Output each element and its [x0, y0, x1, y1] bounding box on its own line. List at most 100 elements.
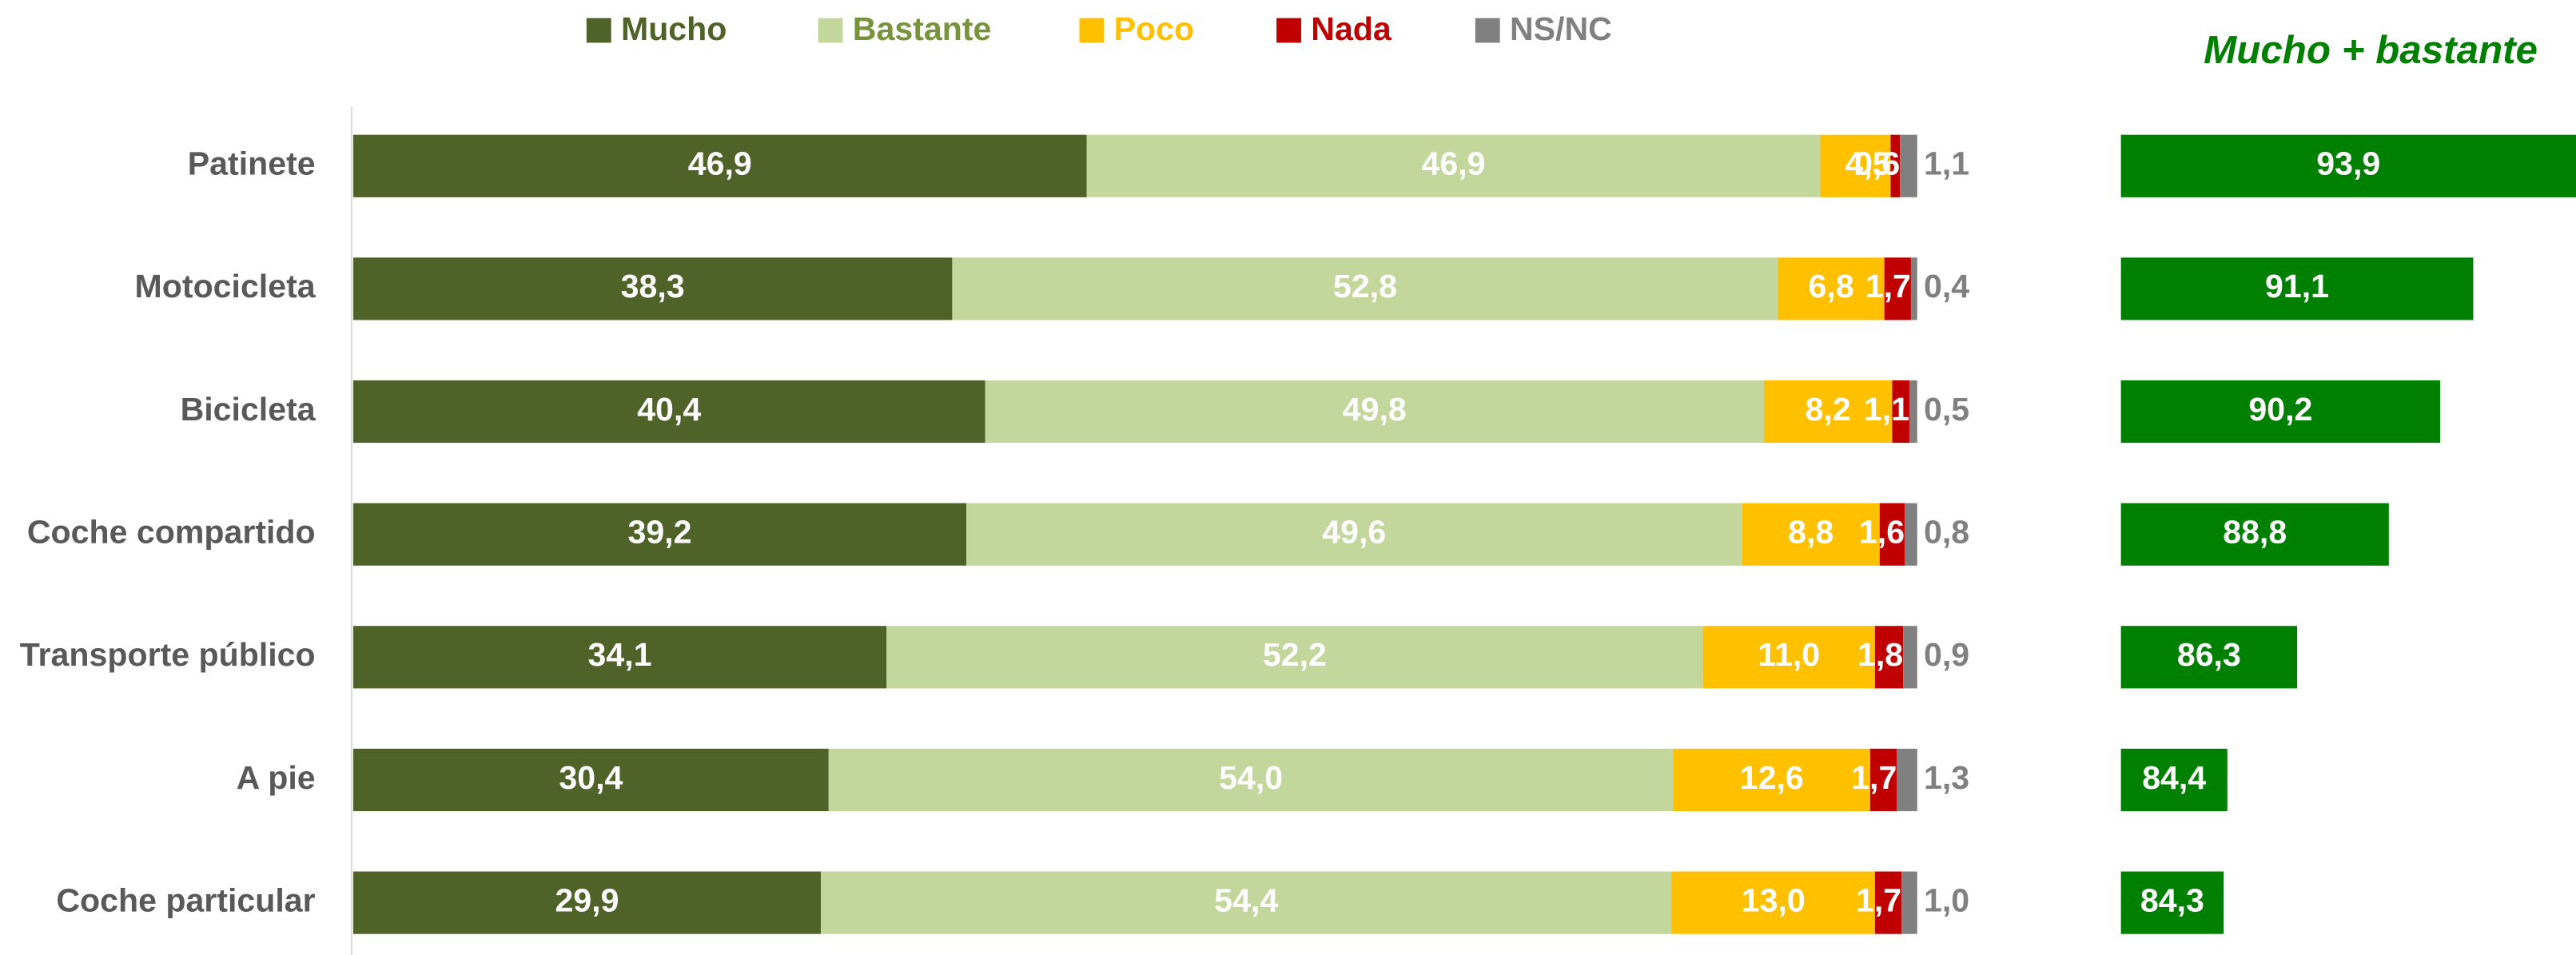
- value-label: 49,8: [1343, 391, 1407, 428]
- bar-segment: [952, 257, 1778, 320]
- value-label: 91,1: [2265, 268, 2329, 304]
- value-label: 0,4: [1924, 268, 1969, 304]
- bar: [2120, 380, 2441, 444]
- legend-swatch: [818, 18, 843, 43]
- bar-segment: [1879, 503, 1905, 566]
- bar: [2120, 748, 2228, 812]
- value-label: 1,0: [1924, 881, 1969, 918]
- value-label: 39,2: [627, 514, 691, 551]
- value-label: 84,4: [2142, 759, 2206, 796]
- bar-segment: [1910, 257, 1917, 320]
- value-label: 0,9: [1924, 636, 1969, 673]
- bar-segment: [1671, 871, 1875, 934]
- value-label: 13,0: [1742, 881, 1806, 918]
- value-label: 1,1: [1864, 391, 1909, 428]
- value-label: 1,7: [1856, 881, 1901, 918]
- bar-segment: [1874, 626, 1904, 689]
- legend-label: NS/NC: [1510, 10, 1612, 47]
- value-label: 0,8: [1924, 514, 1969, 551]
- value-label: 8,2: [1806, 391, 1851, 428]
- value-label: 54,0: [1219, 759, 1283, 796]
- bar-segment: [1742, 503, 1880, 566]
- bar: [2120, 626, 2298, 689]
- bar-segment: [352, 626, 887, 689]
- bar-segment: [1673, 748, 1871, 812]
- value-label: 1,7: [1865, 268, 1911, 304]
- bar-segment: [886, 626, 1703, 689]
- bar-segment: [1778, 257, 1885, 320]
- value-label: 1,1: [1924, 145, 1969, 182]
- value-label: 29,9: [555, 881, 619, 918]
- bar-segment: [828, 748, 1674, 812]
- value-label: 86,3: [2177, 636, 2241, 673]
- value-label: 40,4: [637, 391, 701, 428]
- bar-segment: [1763, 380, 1893, 444]
- value-label: 0,6: [1854, 145, 1900, 182]
- value-label: 34,1: [588, 636, 652, 673]
- value-label: 88,8: [2223, 514, 2287, 551]
- bar-segment: [352, 380, 985, 444]
- legend-swatch: [586, 18, 611, 43]
- value-label: 1,3: [1924, 759, 1969, 796]
- value-label: 38,3: [621, 268, 685, 304]
- bar: [2120, 503, 2389, 566]
- legend-label: Nada: [1311, 10, 1392, 47]
- chart-title: Mucho + bastante: [2204, 28, 2538, 72]
- bar-segment: [966, 503, 1742, 566]
- bar: [2120, 871, 2224, 934]
- category-label: Motocicleta: [135, 268, 317, 304]
- bar-segment: [1909, 380, 1917, 444]
- bar: [2120, 257, 2474, 320]
- value-label: 1,7: [1851, 759, 1897, 796]
- value-label: 90,2: [2248, 391, 2312, 428]
- bar-segment: [1901, 871, 1917, 934]
- bar-segment: [1897, 748, 1917, 812]
- value-label: 11,0: [1758, 636, 1820, 673]
- value-label: 52,8: [1333, 268, 1397, 304]
- bar-segment: [352, 871, 822, 934]
- bar-segment: [1086, 134, 1821, 197]
- bar-segment: [821, 871, 1672, 934]
- value-label: 46,9: [1422, 145, 1486, 182]
- value-label: 0,5: [1924, 391, 1969, 428]
- category-label: Coche particular: [56, 881, 315, 918]
- bar-segment: [1890, 134, 1901, 197]
- value-label: 93,9: [2316, 145, 2380, 182]
- value-label: 1,6: [1859, 514, 1905, 551]
- value-label: 1,8: [1857, 636, 1903, 673]
- category-label: Coche compartido: [27, 514, 316, 551]
- bar-segment: [1884, 257, 1911, 320]
- bar-segment: [1874, 871, 1902, 934]
- value-label: 30,4: [559, 759, 623, 796]
- bar-segment: [1702, 626, 1875, 689]
- value-label: 8,8: [1788, 514, 1833, 551]
- category-label: Patinete: [188, 145, 316, 182]
- legend-label: Poco: [1114, 10, 1194, 47]
- category-label: Bicicleta: [181, 391, 317, 428]
- bar-segment: [352, 503, 967, 566]
- value-label: 6,8: [1809, 268, 1854, 304]
- bar-segment: [1905, 503, 1917, 566]
- value-label: 84,3: [2140, 881, 2204, 918]
- bar-segment: [352, 257, 953, 320]
- bar-segment: [1900, 134, 1917, 197]
- bar-segment: [352, 748, 829, 812]
- bar: [2120, 134, 2576, 197]
- category-label: A pie: [237, 759, 316, 796]
- value-label: 54,4: [1214, 881, 1278, 918]
- legend-swatch: [1079, 18, 1105, 43]
- legend-label: Mucho: [621, 10, 727, 47]
- value-label: 12,6: [1740, 759, 1804, 796]
- bar-segment: [1892, 380, 1909, 444]
- bar-segment: [352, 134, 1087, 197]
- category-label: Transporte público: [20, 636, 316, 673]
- value-label: 46,9: [688, 145, 752, 182]
- legend-label: Bastante: [853, 10, 992, 47]
- bar-segment: [1820, 134, 1891, 197]
- bar-segment: [985, 380, 1764, 444]
- bar-segment: [1870, 748, 1897, 812]
- legend-swatch: [1276, 18, 1301, 43]
- bar-segment: [1903, 626, 1917, 689]
- legend-swatch: [1475, 18, 1500, 43]
